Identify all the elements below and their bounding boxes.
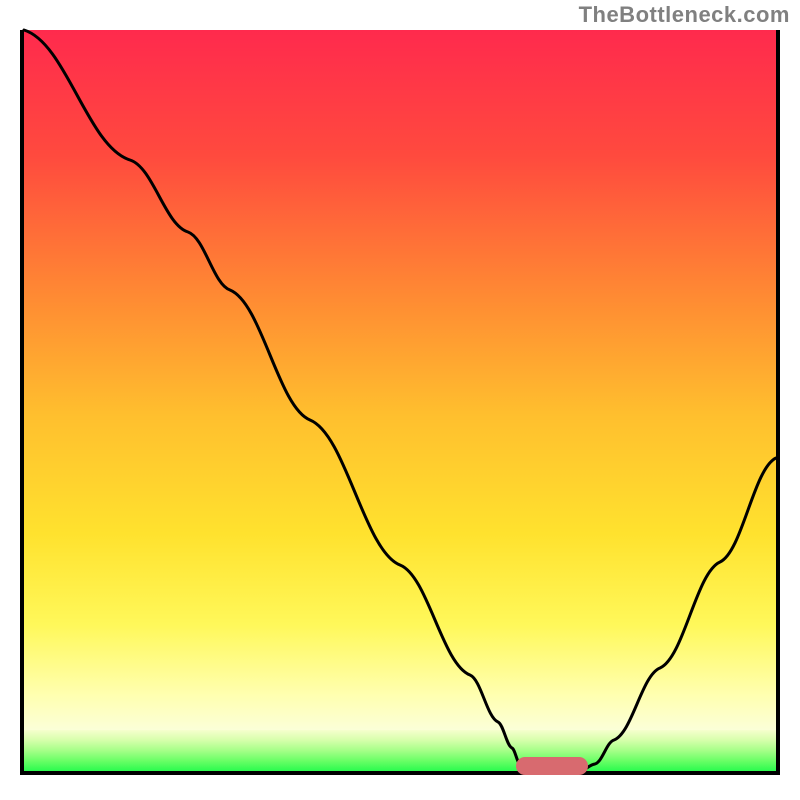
watermark-text: TheBottleneck.com <box>579 2 790 28</box>
bottleneck-curve <box>0 0 800 800</box>
optimal-range-marker <box>516 757 588 775</box>
chart-canvas: TheBottleneck.com <box>0 0 800 800</box>
